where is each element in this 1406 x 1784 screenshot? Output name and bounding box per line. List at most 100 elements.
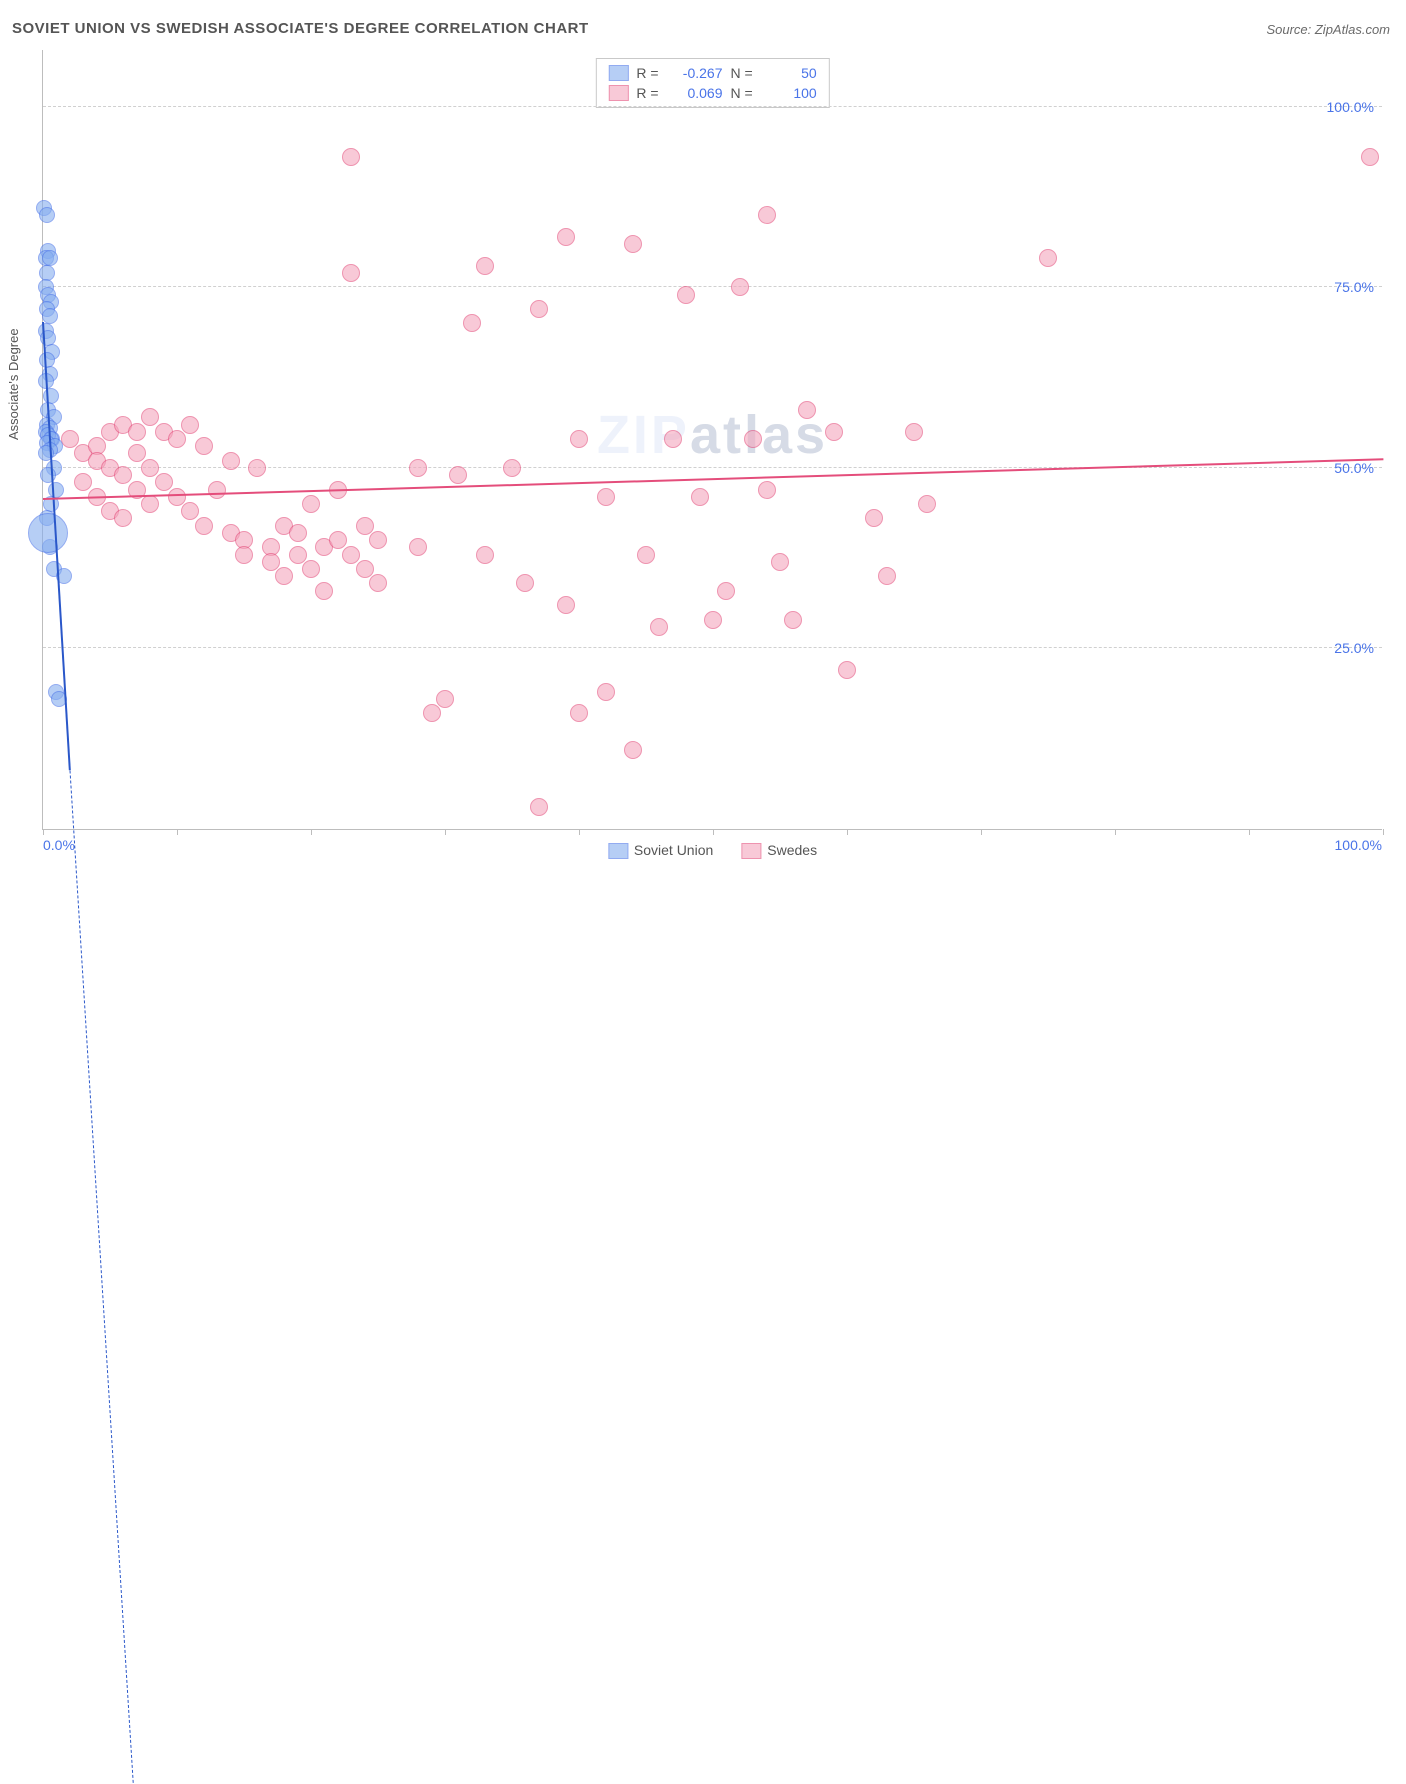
scatter-point	[704, 611, 722, 629]
scatter-point	[597, 488, 615, 506]
scatter-point	[302, 560, 320, 578]
scatter-point	[557, 596, 575, 614]
scatter-point	[356, 517, 374, 535]
scatter-point	[302, 495, 320, 513]
scatter-point	[865, 509, 883, 527]
scatter-point	[838, 661, 856, 679]
scatter-point	[409, 459, 427, 477]
scatter-point	[637, 546, 655, 564]
scatter-point	[744, 430, 762, 448]
legend-swatch-icon	[608, 843, 628, 859]
scatter-point	[476, 257, 494, 275]
trend-line	[43, 459, 1383, 501]
gridline-h	[43, 647, 1382, 648]
scatter-point	[409, 538, 427, 556]
legend-row-swedes: R = 0.069 N = 100	[608, 83, 816, 103]
source-label: Source: ZipAtlas.com	[1266, 22, 1390, 37]
x-tick	[847, 829, 848, 835]
legend-r-label: R =	[636, 85, 658, 101]
scatter-point	[155, 473, 173, 491]
scatter-point	[222, 452, 240, 470]
scatter-point	[503, 459, 521, 477]
scatter-point	[356, 560, 374, 578]
scatter-point	[624, 741, 642, 759]
legend-label: Swedes	[767, 842, 817, 858]
y-tick-label: 50.0%	[1334, 460, 1374, 476]
scatter-point	[141, 459, 159, 477]
scatter-point	[758, 206, 776, 224]
plot-area: ZIPatlas R = -0.267 N = 50 R = 0.069 N =…	[42, 50, 1382, 830]
scatter-point	[329, 531, 347, 549]
scatter-point	[798, 401, 816, 419]
x-tick	[177, 829, 178, 835]
scatter-point	[289, 546, 307, 564]
scatter-point	[1039, 249, 1057, 267]
scatter-point	[449, 466, 467, 484]
scatter-point	[141, 495, 159, 513]
scatter-point	[342, 264, 360, 282]
scatter-point	[168, 488, 186, 506]
gridline-h	[43, 467, 1382, 468]
scatter-point	[128, 423, 146, 441]
scatter-point	[208, 481, 226, 499]
scatter-point	[342, 546, 360, 564]
legend-swatch-swedes	[608, 85, 628, 101]
scatter-point	[516, 574, 534, 592]
legend-r-value-swedes: 0.069	[667, 85, 723, 101]
legend-item-soviet: Soviet Union	[608, 842, 713, 859]
scatter-point	[74, 473, 92, 491]
scatter-point	[771, 553, 789, 571]
scatter-point	[717, 582, 735, 600]
scatter-point	[878, 567, 896, 585]
x-tick-label-max: 100.0%	[1335, 837, 1382, 853]
watermark: ZIPatlas	[597, 404, 828, 466]
scatter-point	[42, 250, 58, 266]
gridline-h	[43, 106, 1382, 107]
x-tick	[713, 829, 714, 835]
scatter-point	[905, 423, 923, 441]
scatter-point	[557, 228, 575, 246]
scatter-point	[784, 611, 802, 629]
y-axis-label: Associate's Degree	[6, 328, 21, 440]
scatter-point	[650, 618, 668, 636]
scatter-point	[1361, 148, 1379, 166]
scatter-point	[423, 704, 441, 722]
scatter-point	[195, 437, 213, 455]
x-tick	[1249, 829, 1250, 835]
scatter-point	[597, 683, 615, 701]
scatter-point	[248, 459, 266, 477]
legend-n-value-swedes: 100	[761, 85, 817, 101]
scatter-point	[369, 531, 387, 549]
scatter-point	[918, 495, 936, 513]
scatter-point	[181, 416, 199, 434]
x-tick-label-min: 0.0%	[43, 837, 75, 853]
legend-swatch-icon	[741, 843, 761, 859]
legend-item-swedes: Swedes	[741, 842, 817, 859]
x-tick	[981, 829, 982, 835]
scatter-point	[758, 481, 776, 499]
scatter-point	[731, 278, 749, 296]
legend-series: Soviet Union Swedes	[608, 842, 817, 859]
scatter-point	[195, 517, 213, 535]
scatter-point	[168, 430, 186, 448]
legend-swatch-soviet	[608, 65, 628, 81]
scatter-point	[530, 300, 548, 318]
scatter-point	[664, 430, 682, 448]
scatter-point	[235, 546, 253, 564]
legend-r-value-soviet: -0.267	[667, 65, 723, 81]
scatter-point	[289, 524, 307, 542]
scatter-point	[114, 509, 132, 527]
scatter-point	[39, 207, 55, 223]
legend-n-value-soviet: 50	[761, 65, 817, 81]
scatter-point	[570, 704, 588, 722]
legend-label: Soviet Union	[634, 842, 713, 858]
scatter-point	[624, 235, 642, 253]
scatter-point	[61, 430, 79, 448]
scatter-point	[39, 352, 55, 368]
scatter-point	[114, 466, 132, 484]
y-tick-label: 100.0%	[1327, 99, 1374, 115]
scatter-point	[181, 502, 199, 520]
x-tick	[1383, 829, 1384, 835]
scatter-point	[141, 408, 159, 426]
x-tick	[311, 829, 312, 835]
